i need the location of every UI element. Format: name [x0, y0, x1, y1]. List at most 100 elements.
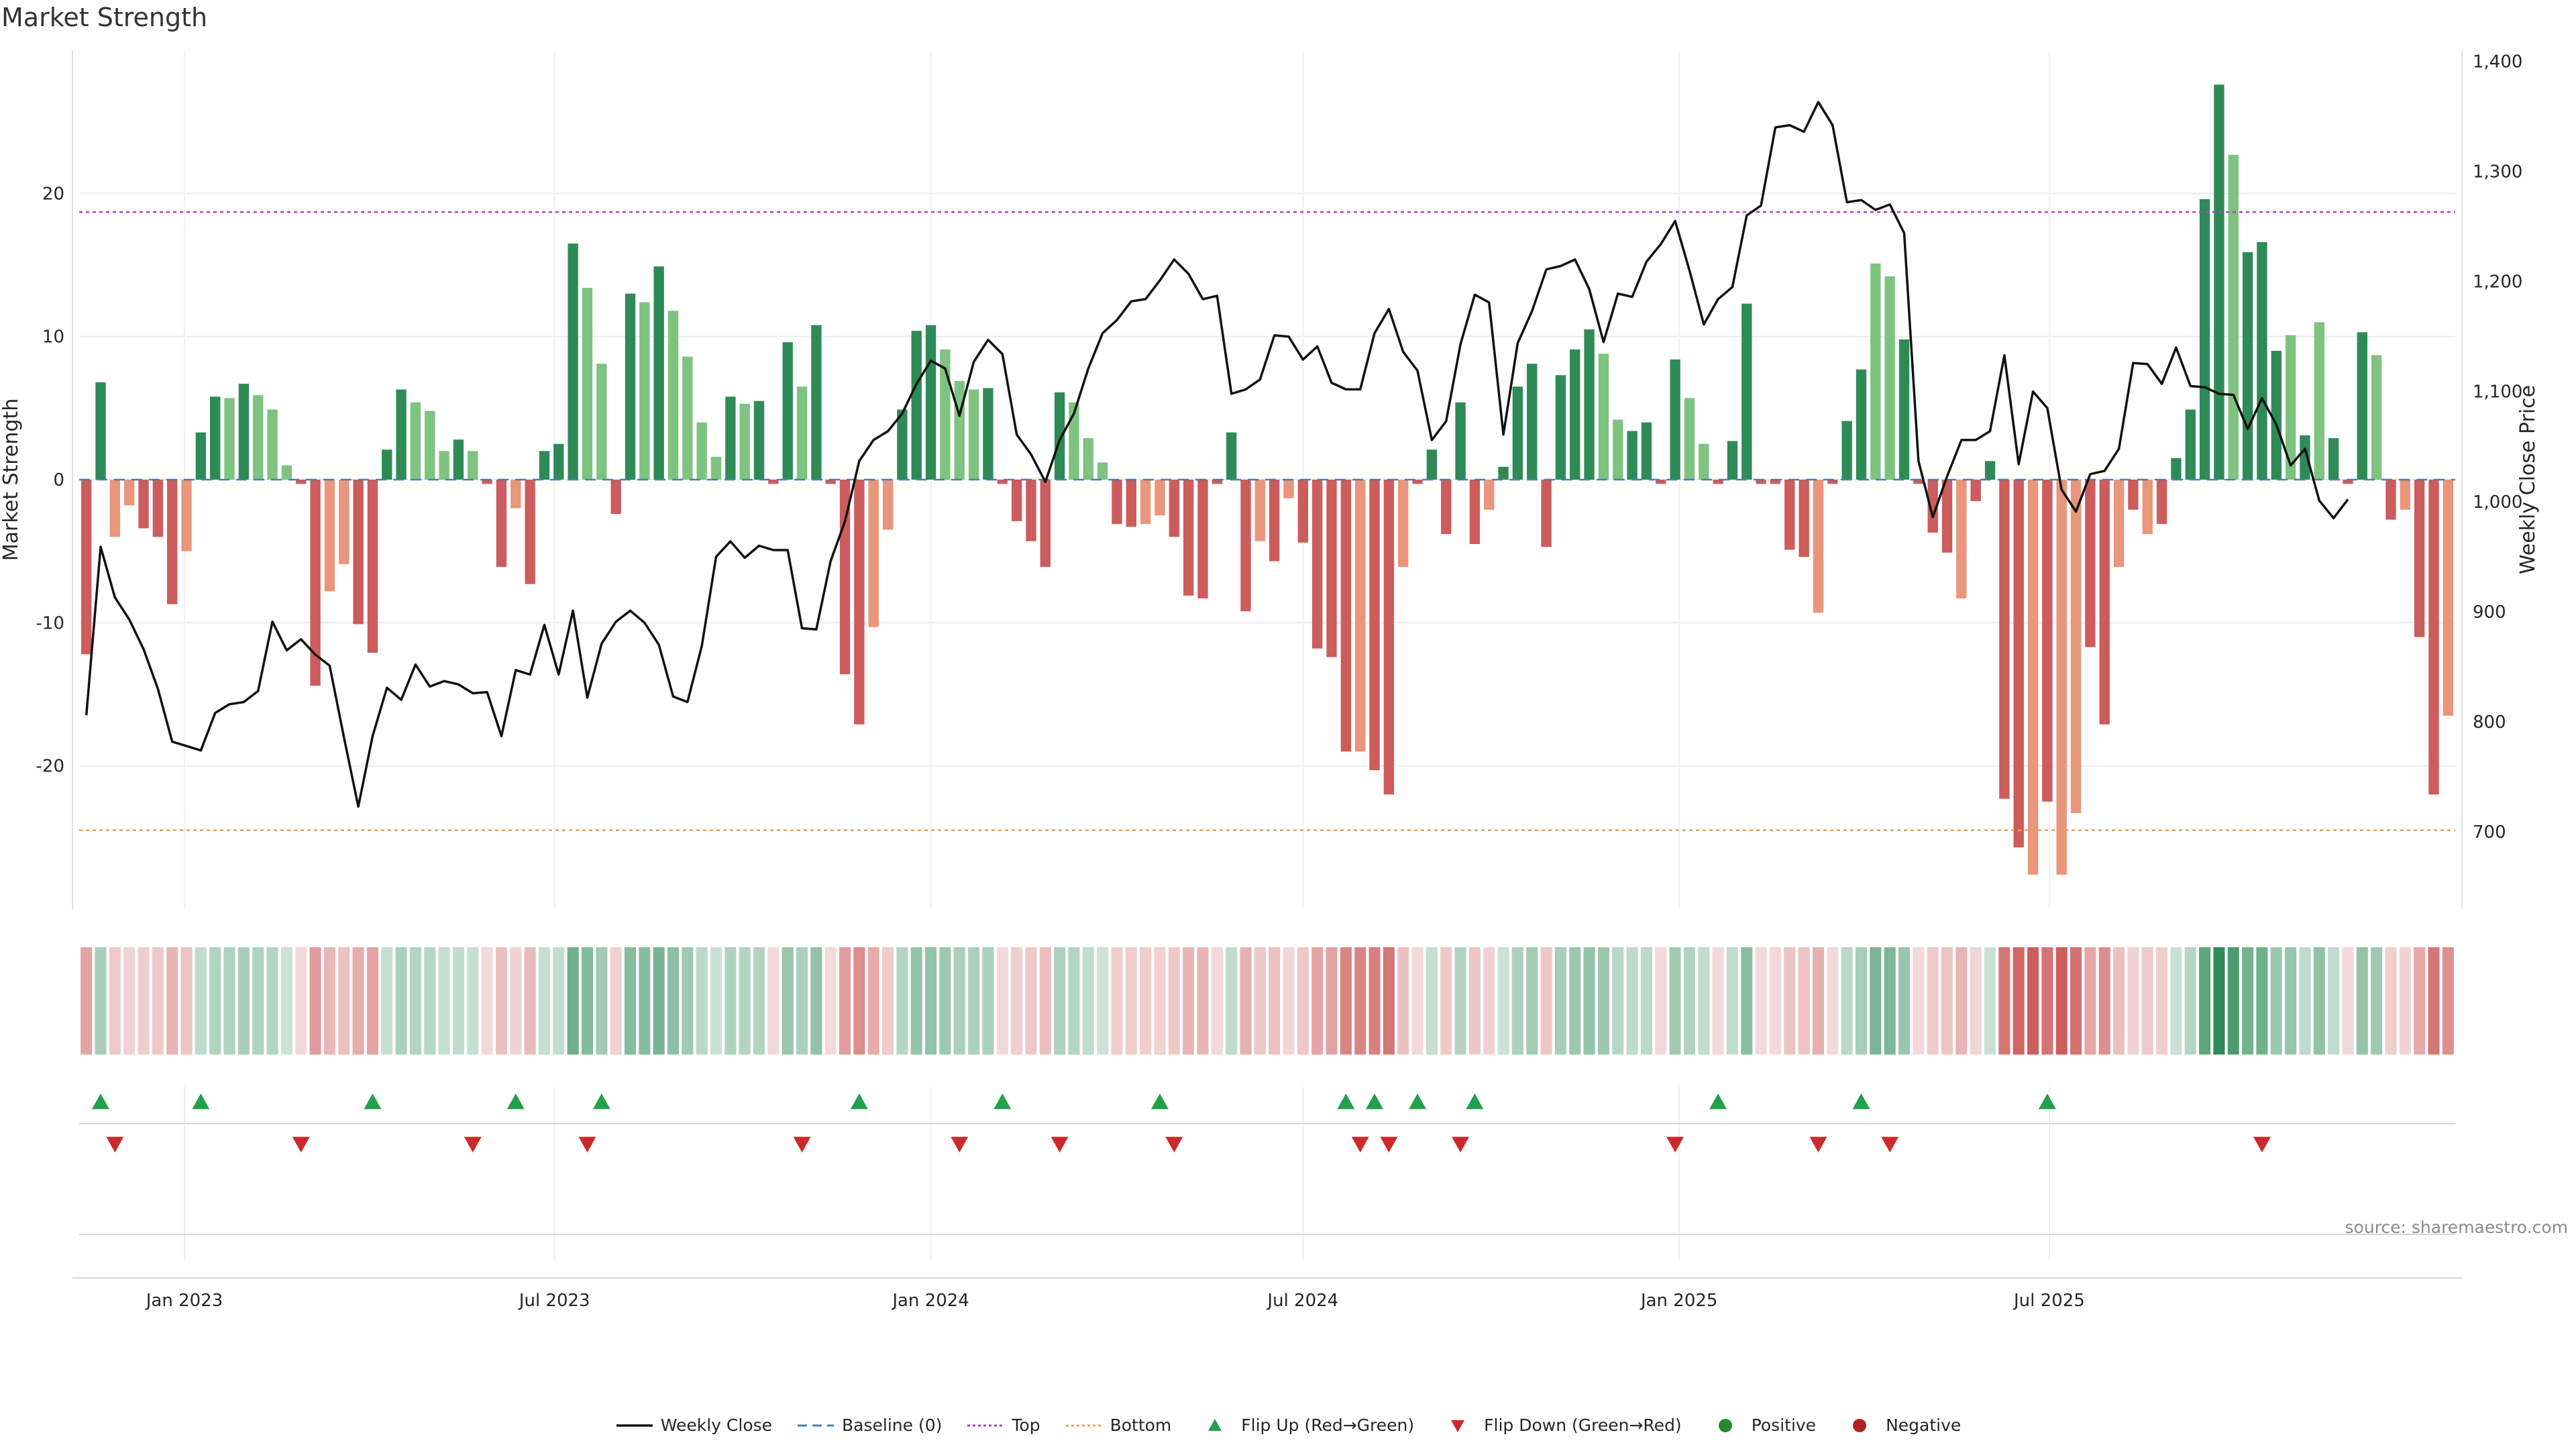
strength-bar: [1841, 421, 1852, 480]
heatmap-cell: [1597, 947, 1609, 1055]
strength-bar: [2314, 322, 2324, 480]
y-right-tick-label: 900: [2473, 602, 2506, 623]
heatmap-cell: [1326, 947, 1338, 1055]
strength-bar: [2285, 335, 2296, 480]
strength-bar: [768, 480, 779, 484]
heatmap-cell: [1211, 947, 1223, 1055]
y-right-tick-label: 1,400: [2473, 52, 2522, 72]
heatmap-cell: [1311, 947, 1324, 1055]
y-right-tick-label: 1,000: [2473, 492, 2522, 513]
heatmap-cell: [2256, 947, 2268, 1055]
heatmap-cell: [424, 947, 436, 1055]
heatmap-cell: [409, 947, 421, 1055]
strength-bar: [2385, 480, 2396, 520]
strength-bar: [339, 480, 350, 564]
strength-bar: [1040, 480, 1051, 568]
legend-swatch: [1065, 1424, 1102, 1426]
chart-title: Market Strength: [1, 3, 208, 32]
heatmap-cell: [581, 947, 594, 1055]
heatmap-cell: [653, 947, 665, 1055]
strength-bar: [80, 480, 92, 655]
heatmap-cell: [166, 947, 178, 1055]
heatmap-cell: [538, 947, 550, 1055]
heatmap-cell: [2012, 947, 2025, 1055]
strength-bar: [396, 389, 407, 480]
heatmap-cell: [266, 947, 278, 1055]
heatmap-cell: [2041, 947, 2053, 1055]
strength-bar: [1140, 480, 1151, 525]
heatmap-cell: [624, 947, 637, 1055]
legend-label: Positive: [1751, 1415, 1817, 1435]
flip-up-marker: [1466, 1093, 1484, 1110]
heatmap-cell: [1254, 947, 1266, 1055]
heatmap-cell: [80, 947, 93, 1055]
flip-up-marker: [994, 1093, 1012, 1110]
strength-bar: [224, 398, 235, 480]
heatmap-cell: [1340, 947, 1352, 1055]
strength-bar: [639, 302, 650, 480]
heatmap-cell: [1511, 947, 1523, 1055]
heatmap-cell: [2098, 947, 2110, 1055]
flip-up-marker: [192, 1093, 210, 1110]
heatmap-cell: [2027, 947, 2039, 1055]
strength-bar: [568, 244, 578, 480]
flip-down-marker: [1881, 1136, 1899, 1152]
strength-bar: [1670, 359, 1680, 480]
strength-bar: [439, 451, 449, 480]
heatmap-cell: [2170, 947, 2182, 1055]
heatmap-cell: [767, 947, 780, 1055]
y-left-tick-label: 10: [42, 327, 64, 347]
heatmap-cell: [1798, 947, 1810, 1055]
reference-lines: [79, 211, 2455, 831]
legend-item: Flip Down (Green→Red): [1438, 1415, 1682, 1435]
heatmap-cell: [696, 947, 708, 1055]
heatmap-cell: [2328, 947, 2340, 1055]
strength-bar: [1727, 441, 1738, 480]
strength-bar: [1627, 431, 1638, 480]
heatmap-cell: [2371, 947, 2383, 1055]
strength-bar: [940, 349, 951, 480]
heatmap-cell: [1468, 947, 1481, 1055]
strength-bar: [425, 411, 435, 480]
strength-bar: [2142, 480, 2153, 535]
strength-bar: [1713, 480, 1723, 484]
strength-bar: [2242, 252, 2253, 480]
flip-up-marker: [1366, 1093, 1384, 1110]
strength-bar: [1269, 480, 1280, 561]
heatmap-cell: [1984, 947, 1996, 1055]
strength-bar: [138, 480, 149, 529]
flip-down-marker: [1666, 1136, 1684, 1152]
heatmap-cell: [1483, 947, 1495, 1055]
strength-bar: [1183, 480, 1194, 596]
strength-bar: [1827, 480, 1838, 484]
heatmap-cell: [524, 947, 536, 1055]
strength-bar: [696, 422, 707, 480]
heatmap-cell: [452, 947, 464, 1055]
heatmap-cell: [1054, 947, 1066, 1055]
heatmap-cell: [280, 947, 292, 1055]
flip-up-marker: [364, 1093, 382, 1110]
strength-bar: [1941, 480, 1953, 553]
heatmap-cell: [796, 947, 808, 1055]
heatmap-cell: [1397, 947, 1409, 1055]
heatmap-cell: [2127, 947, 2139, 1055]
strength-bar: [796, 386, 808, 480]
heatmap-cell: [1769, 947, 1782, 1055]
heatmap-cell: [2428, 947, 2440, 1055]
flip-down-marker: [1051, 1136, 1069, 1152]
strength-bar: [997, 480, 1008, 484]
strength-bar: [2228, 154, 2239, 480]
heatmap-cell: [853, 947, 865, 1055]
strength-bar: [1756, 480, 1766, 484]
strength-bar: [353, 480, 364, 625]
heatmap-cell: [195, 947, 207, 1055]
flip-up-marker: [592, 1093, 610, 1110]
strength-bar: [1369, 480, 1380, 771]
heatmap-cell: [109, 947, 121, 1055]
y-left-tick-label: -10: [36, 613, 64, 633]
heatmap-cell: [710, 947, 722, 1055]
heatmap-cell: [810, 947, 822, 1055]
flip-down-marker: [578, 1136, 596, 1152]
strength-bar: [753, 400, 765, 480]
x-tick-label: Jan 2024: [891, 1291, 969, 1311]
